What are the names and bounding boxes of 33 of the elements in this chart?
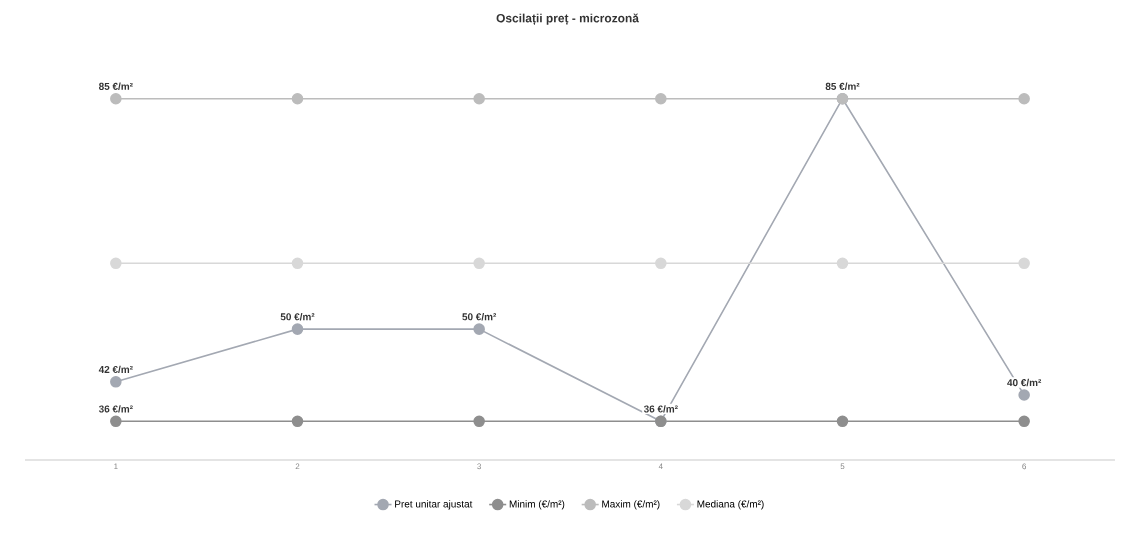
legend-label: Minim (€/m²) xyxy=(509,500,565,510)
point xyxy=(655,92,667,105)
data-label: 50 €/m² xyxy=(280,313,315,321)
point xyxy=(110,376,122,388)
point xyxy=(1018,257,1030,270)
point xyxy=(473,323,485,335)
data-label: 50 €/m² xyxy=(462,313,497,321)
point xyxy=(1018,389,1030,401)
point xyxy=(1018,415,1030,428)
chart-title: Oscilații preț - microzonă xyxy=(496,13,639,26)
data-label: 85 €/m² xyxy=(825,82,860,91)
data-label: 85 €/m² xyxy=(98,82,133,91)
point xyxy=(291,415,304,428)
data-label: 36 €/m² xyxy=(98,405,133,413)
point xyxy=(291,257,304,270)
point xyxy=(655,257,667,270)
point xyxy=(291,92,304,105)
legend-label: Pret unitar ajustat xyxy=(395,500,473,510)
point xyxy=(473,415,485,428)
point xyxy=(110,92,122,105)
point xyxy=(473,257,485,270)
data-label: 36 €/m² xyxy=(643,405,678,413)
data-label: 42 €/m² xyxy=(98,365,133,374)
point xyxy=(836,257,849,270)
point xyxy=(836,415,849,428)
point xyxy=(291,323,304,335)
data-label: 40 €/m² xyxy=(1007,378,1042,387)
legend-label: Maxim (€/m²) xyxy=(602,500,660,510)
point xyxy=(110,415,122,428)
point xyxy=(473,92,485,105)
legend-label: Mediana (€/m²) xyxy=(697,500,764,510)
point xyxy=(110,257,122,270)
point xyxy=(1018,92,1030,105)
